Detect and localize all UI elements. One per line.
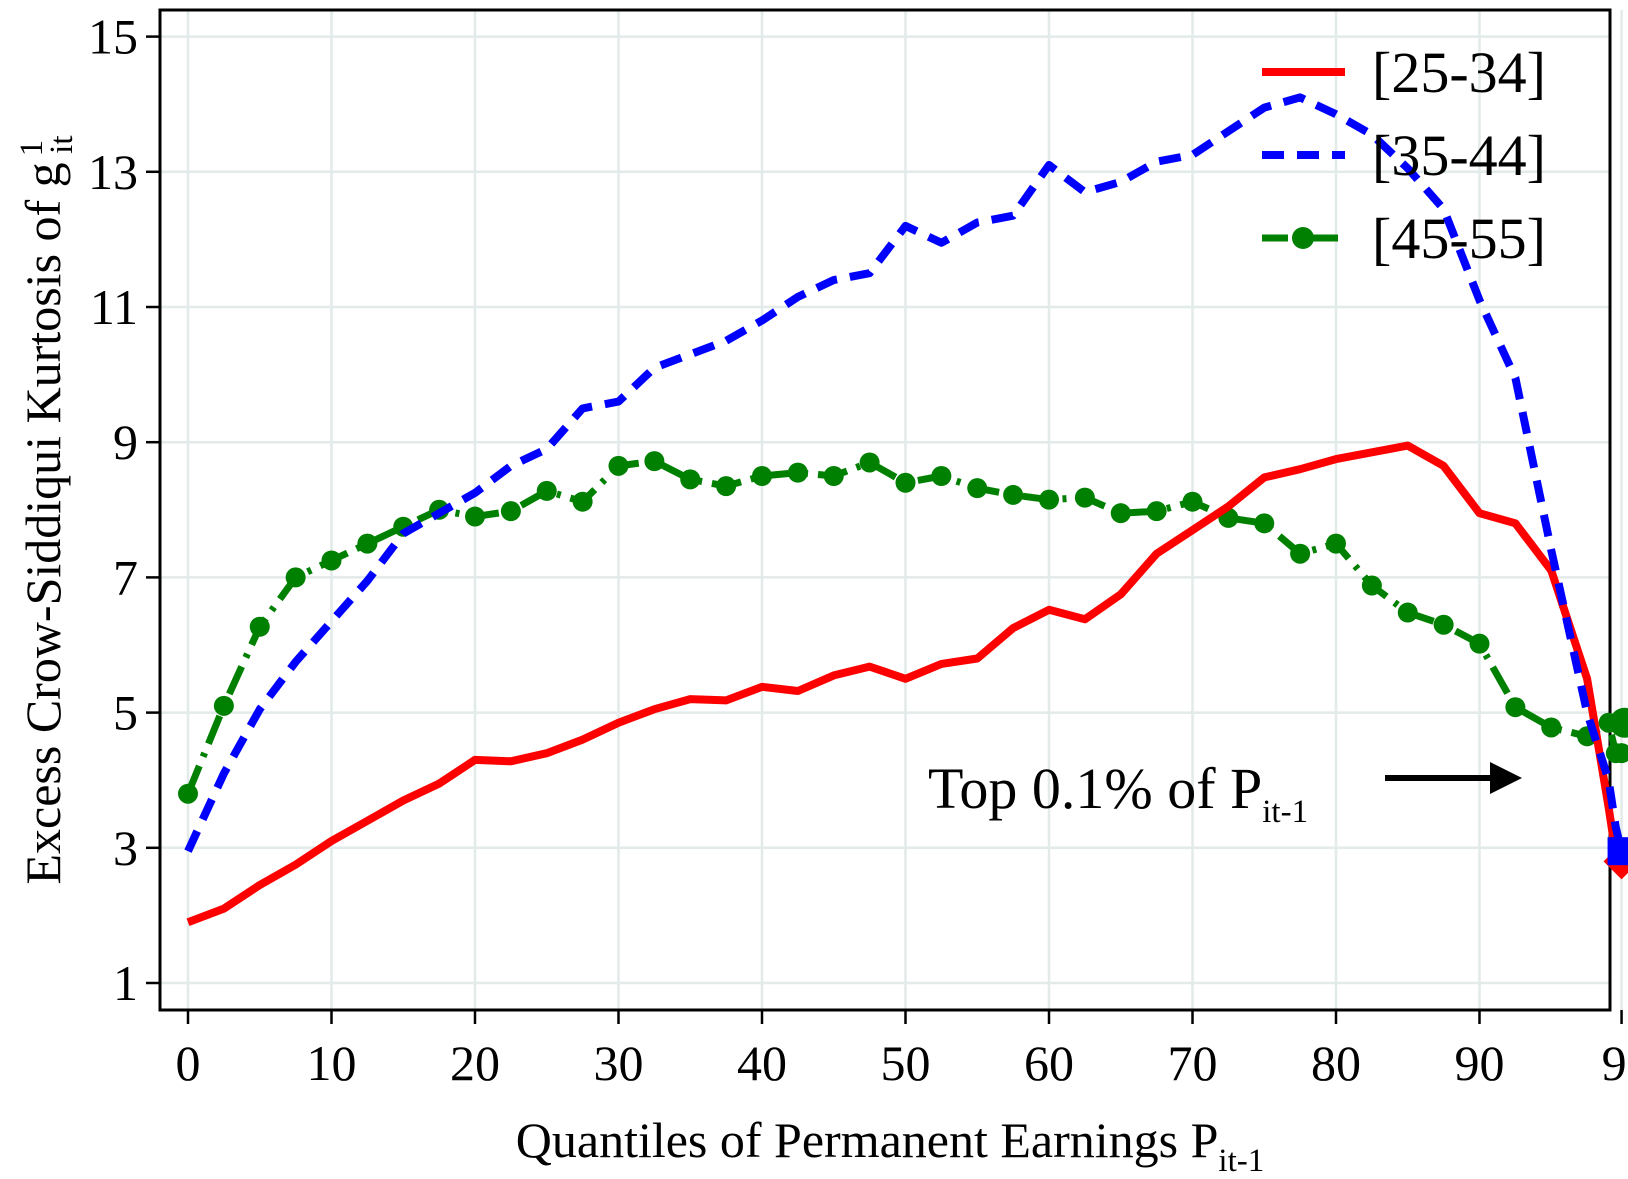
series-point-45-55-38 bbox=[1541, 717, 1562, 738]
y-tick-label-11: 11 bbox=[90, 279, 138, 335]
legend: [25-34] [35-44] [45-55] bbox=[1262, 40, 1546, 271]
series-point-45-55-35 bbox=[1433, 614, 1454, 635]
x-tick-label-70: 70 bbox=[1168, 1035, 1218, 1091]
x-tick-label-60: 60 bbox=[1024, 1035, 1074, 1091]
x-tick-label-0: 0 bbox=[176, 1035, 201, 1091]
series-point-45-55-26 bbox=[1110, 503, 1131, 524]
series-point-45-55-0 bbox=[178, 783, 198, 804]
x-tick-label-50: 50 bbox=[881, 1035, 931, 1091]
series-point-45-55-4 bbox=[321, 550, 342, 571]
series-point-45-55-14 bbox=[680, 469, 701, 490]
x-tick-label-90: 90 bbox=[1455, 1035, 1505, 1091]
series-point-45-55-36 bbox=[1469, 633, 1490, 654]
series-point-45-55-11 bbox=[572, 491, 593, 512]
series-line-35-44 bbox=[184, 93, 1626, 853]
data-series bbox=[178, 93, 1628, 926]
x-tick-label-40: 40 bbox=[737, 1035, 787, 1091]
series-point-45-55-12 bbox=[608, 455, 629, 476]
annotation-text: Top 0.1% of Pit-1 bbox=[928, 756, 1308, 830]
plot-frame bbox=[158, 8, 1612, 1012]
series-point-45-55-22 bbox=[967, 478, 988, 499]
series-point-45-55-28 bbox=[1182, 491, 1203, 512]
y-tick-label-5: 5 bbox=[113, 685, 138, 741]
annotation-top-0.1: Top 0.1% of Pit-1 bbox=[928, 756, 1522, 830]
x-tick-label-10: 10 bbox=[307, 1035, 357, 1091]
series-point-45-55-37 bbox=[1505, 697, 1526, 718]
series-point-45-55-19 bbox=[859, 452, 880, 473]
y-tick-label-9: 9 bbox=[113, 414, 138, 470]
series-point-45-55-27 bbox=[1146, 501, 1167, 522]
series-point-45-55-24 bbox=[1039, 489, 1059, 510]
series-point-45-55-25 bbox=[1074, 487, 1095, 508]
endpoint-marker-35-44 bbox=[1607, 837, 1628, 866]
x-tick-label-20: 20 bbox=[450, 1035, 500, 1091]
series-line-25-34 bbox=[186, 441, 1625, 926]
series-point-45-55-15 bbox=[716, 476, 737, 497]
endpoint-marker-45-55 bbox=[1609, 707, 1628, 738]
series-point-45-55-1 bbox=[213, 695, 234, 716]
series-point-45-55-34 bbox=[1397, 602, 1418, 623]
series-point-45-55-21 bbox=[931, 466, 952, 486]
legend-marker-45-55 bbox=[1292, 227, 1314, 249]
series-point-45-55-17 bbox=[787, 462, 808, 483]
legend-label-25-34: [25-34] bbox=[1372, 40, 1546, 105]
series-point-45-55-16 bbox=[752, 466, 772, 486]
series-point-45-55-31 bbox=[1290, 543, 1311, 564]
y-tick-label-1: 1 bbox=[113, 955, 138, 1011]
series-point-45-55-3 bbox=[285, 567, 306, 588]
x-tick-label-30: 30 bbox=[594, 1035, 644, 1091]
series-point-45-55-42 bbox=[1611, 743, 1628, 764]
series-point-45-55-8 bbox=[465, 506, 485, 527]
series-point-45-55-20 bbox=[895, 472, 916, 493]
series-point-45-55-18 bbox=[823, 466, 844, 486]
series-point-45-55-2 bbox=[249, 616, 270, 637]
legend-label-45-55: [45-55] bbox=[1372, 206, 1546, 271]
series-point-45-55-10 bbox=[536, 480, 557, 501]
series-point-45-55-30 bbox=[1254, 513, 1275, 534]
series-point-45-55-23 bbox=[1003, 484, 1024, 505]
x-axis-title: Quantiles of Permanent Earnings Pit-1 bbox=[516, 1112, 1264, 1179]
x-tick-label-80: 80 bbox=[1311, 1035, 1361, 1091]
y-tick-label-15: 15 bbox=[88, 9, 138, 65]
x-tick-label-99-9: 99.9 bbox=[1602, 1035, 1628, 1091]
series-point-45-55-5 bbox=[357, 533, 378, 554]
y-axis-title: Excess Crow-Siddiqui Kurtosis of g1it bbox=[14, 135, 80, 884]
annotation-arrow-head bbox=[1490, 762, 1522, 794]
y-tick-label-13: 13 bbox=[88, 144, 138, 200]
series-point-45-55-33 bbox=[1361, 575, 1382, 596]
y-tick-label-3: 3 bbox=[113, 820, 138, 876]
series-point-45-55-9 bbox=[500, 501, 521, 522]
series-point-45-55-32 bbox=[1326, 533, 1346, 554]
y-tick-label-7: 7 bbox=[113, 549, 138, 605]
series-point-45-55-13 bbox=[644, 451, 665, 472]
legend-label-35-44: [35-44] bbox=[1372, 123, 1546, 188]
